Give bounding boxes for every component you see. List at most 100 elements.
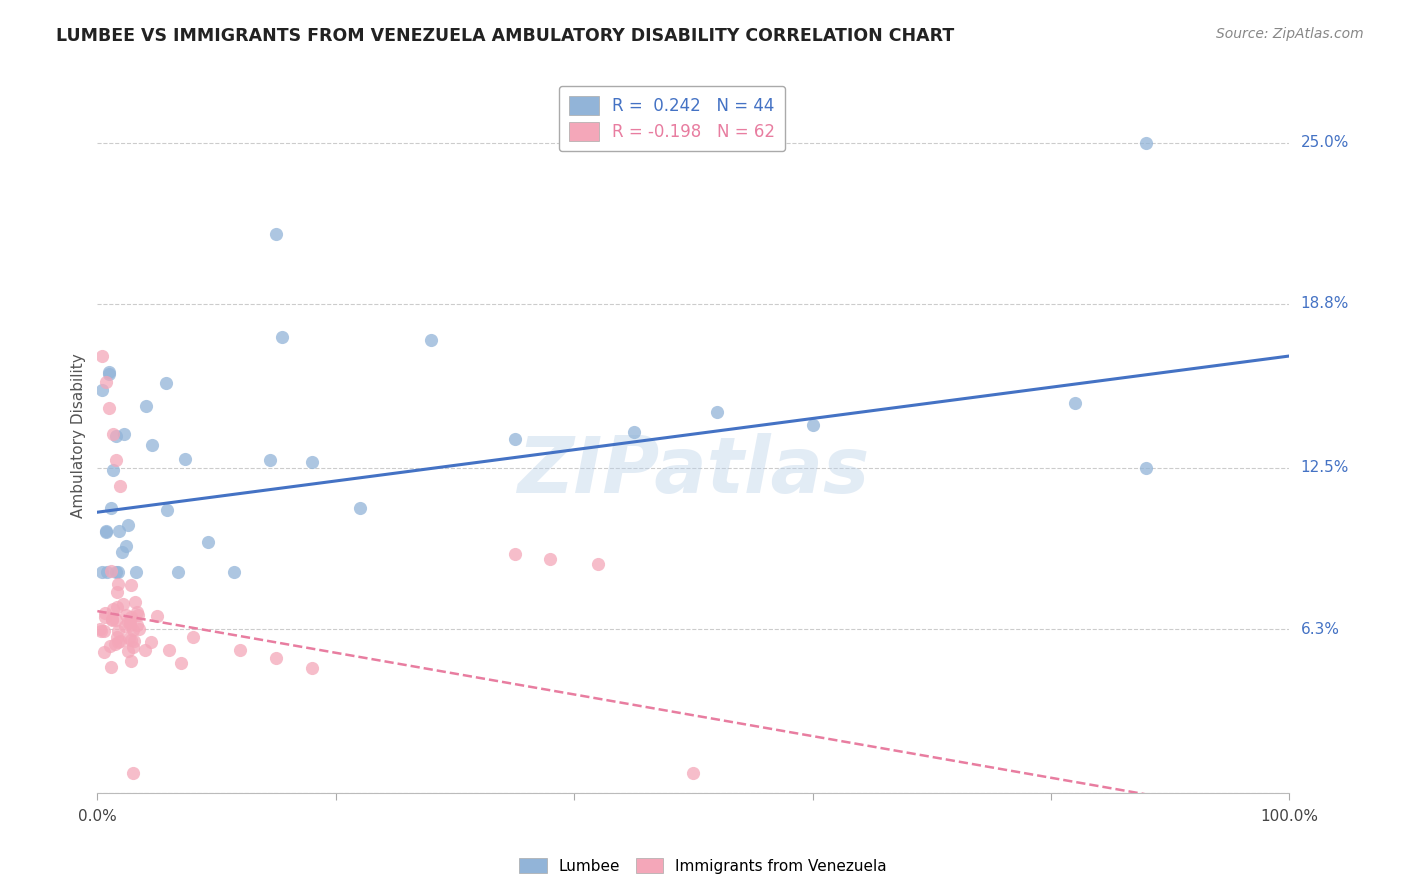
Point — [122, 765, 145, 780]
Point — [98, 365, 121, 379]
Point — [108, 634, 131, 648]
Point — [98, 401, 121, 415]
Point — [125, 565, 148, 579]
Point — [801, 417, 824, 432]
Point — [259, 453, 281, 467]
Legend: R =  0.242   N = 44, R = -0.198   N = 62: R = 0.242 N = 44, R = -0.198 N = 62 — [558, 86, 785, 151]
Point — [100, 660, 122, 674]
Point — [146, 609, 169, 624]
Point — [107, 577, 129, 591]
Point — [114, 540, 136, 554]
Point — [264, 651, 287, 665]
Point — [114, 619, 136, 633]
Point — [120, 632, 142, 647]
Point — [91, 349, 114, 363]
Point — [93, 624, 115, 638]
Point — [111, 597, 134, 611]
Point — [121, 609, 143, 624]
Point — [420, 333, 443, 347]
Point — [96, 565, 118, 579]
Point — [229, 643, 252, 657]
Point — [135, 399, 157, 413]
Point — [124, 595, 146, 609]
Point — [94, 375, 117, 389]
Point — [112, 426, 135, 441]
Point — [623, 425, 645, 440]
Point — [96, 525, 118, 540]
Point — [141, 438, 163, 452]
Point — [157, 643, 180, 657]
Point — [120, 655, 142, 669]
Point — [89, 622, 111, 636]
Text: 18.8%: 18.8% — [1301, 296, 1348, 311]
Point — [538, 552, 561, 566]
Point — [101, 613, 124, 627]
Text: 0.0%: 0.0% — [77, 809, 117, 824]
Point — [706, 405, 728, 419]
Point — [122, 633, 145, 648]
Point — [105, 599, 128, 614]
Point — [167, 565, 190, 579]
Point — [117, 517, 139, 532]
Point — [104, 429, 127, 443]
Point — [94, 609, 117, 624]
Point — [101, 602, 124, 616]
Point — [98, 639, 121, 653]
Point — [105, 585, 128, 599]
Point — [301, 661, 323, 675]
Point — [197, 535, 219, 549]
Point — [125, 617, 148, 632]
Point — [120, 615, 142, 629]
Point — [586, 558, 609, 572]
Point — [115, 607, 138, 622]
Point — [90, 565, 112, 579]
Point — [100, 501, 122, 516]
Point — [121, 640, 143, 654]
Point — [118, 618, 141, 632]
Point — [104, 637, 127, 651]
Point — [108, 479, 131, 493]
Point — [104, 613, 127, 627]
Point — [174, 451, 197, 466]
Point — [170, 656, 193, 670]
Point — [101, 427, 124, 442]
Point — [105, 453, 128, 467]
Point — [264, 227, 287, 241]
Text: 25.0%: 25.0% — [1301, 135, 1348, 150]
Point — [301, 455, 323, 469]
Point — [100, 612, 122, 626]
Point — [127, 608, 149, 623]
Point — [105, 630, 128, 644]
Point — [111, 545, 134, 559]
Point — [120, 577, 142, 591]
Point — [503, 432, 526, 446]
Point — [117, 632, 139, 646]
Point — [271, 330, 294, 344]
Point — [93, 606, 115, 620]
Text: 6.3%: 6.3% — [1301, 622, 1340, 637]
Point — [107, 565, 129, 579]
Point — [128, 623, 150, 637]
Point — [503, 547, 526, 561]
Legend: Lumbee, Immigrants from Venezuela: Lumbee, Immigrants from Venezuela — [513, 852, 893, 880]
Point — [134, 643, 156, 657]
Point — [222, 565, 245, 579]
Point — [107, 634, 129, 648]
Point — [117, 615, 139, 629]
Point — [122, 623, 145, 637]
Text: 100.0%: 100.0% — [1260, 809, 1319, 824]
Point — [105, 565, 128, 579]
Point — [90, 383, 112, 397]
Text: 12.5%: 12.5% — [1301, 460, 1348, 475]
Point — [1063, 396, 1085, 410]
Point — [1135, 136, 1157, 150]
Y-axis label: Ambulatory Disability: Ambulatory Disability — [72, 353, 86, 517]
Point — [181, 630, 204, 644]
Text: LUMBEE VS IMMIGRANTS FROM VENEZUELA AMBULATORY DISABILITY CORRELATION CHART: LUMBEE VS IMMIGRANTS FROM VENEZUELA AMBU… — [56, 27, 955, 45]
Point — [93, 645, 115, 659]
Point — [101, 463, 124, 477]
Point — [155, 376, 177, 391]
Point — [100, 564, 122, 578]
Point — [139, 635, 162, 649]
Point — [108, 524, 131, 539]
